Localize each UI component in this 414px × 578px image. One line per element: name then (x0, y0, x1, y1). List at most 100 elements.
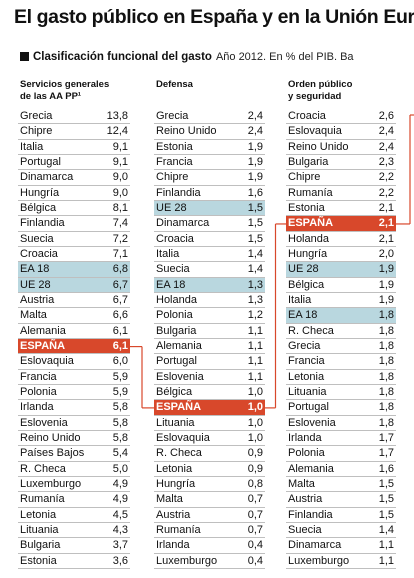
country-name: Croacia (156, 232, 194, 245)
table-row: Alemania 1,6 (286, 462, 396, 477)
country-name: Francia (20, 370, 57, 383)
country-name: ESPAÑA (288, 217, 334, 230)
table-row: Austria 0,7 (154, 508, 265, 523)
country-name: Lituania (288, 385, 327, 398)
table-row: Italia 1,9 (286, 293, 396, 309)
table-row: Bélgica 1,0 (154, 385, 265, 401)
country-name: Holanda (288, 232, 329, 245)
spending-value: 5,8 (112, 416, 128, 429)
table-row: Italia 1,4 (154, 247, 265, 263)
spending-value: 1,1 (247, 355, 263, 368)
spending-value: 2,3 (378, 155, 394, 168)
spending-value: 1,1 (247, 339, 263, 352)
spending-value: 0,8 (247, 477, 263, 490)
country-name: Alemania (20, 324, 66, 337)
table-row: Malta 6,6 (18, 308, 130, 324)
table-row: Holanda 2,1 (286, 232, 396, 247)
table-row: Austria 6,7 (18, 293, 130, 309)
table-row: Dinamarca 9,0 (18, 170, 130, 186)
spending-value: 5,4 (112, 447, 128, 460)
table-row: Malta 0,7 (154, 492, 265, 508)
spending-value: 2,6 (378, 110, 394, 122)
table-row: Malta 1,5 (286, 477, 396, 493)
spending-value: 2,4 (247, 110, 263, 122)
country-name: Grecia (288, 339, 321, 352)
spending-value: 13,8 (106, 110, 128, 122)
spending-value: 1,8 (378, 309, 394, 322)
spending-value: 4,9 (112, 493, 128, 506)
table-row: Grecia 1,8 (286, 339, 396, 355)
spending-value: 0,7 (247, 493, 263, 506)
ranking-list: Grecia 13,8 Chipre 12,4 Italia 9,1 Portugal 9,1… (18, 109, 130, 569)
country-name: Alemania (288, 462, 334, 475)
country-name: Polonia (156, 309, 193, 322)
country-name: Croacia (288, 110, 326, 122)
table-row: Letonia 0,9 (154, 462, 265, 477)
spending-value: 1,9 (378, 278, 394, 291)
spending-value: 1,5 (247, 217, 263, 230)
country-name: Italia (20, 140, 44, 153)
country-name: Polonia (288, 447, 325, 460)
table-row: R. Checa 0,9 (154, 446, 265, 462)
country-name: EA 18 (20, 263, 50, 276)
table-row: Bulgaria 3,7 (18, 538, 130, 554)
table-row: Lituania 4,3 (18, 523, 130, 539)
country-name: Estonia (156, 140, 193, 153)
table-row: Croacia 1,5 (154, 232, 265, 247)
spending-value: 2,4 (247, 125, 263, 138)
spain-row: ESPAÑA 2,1 (286, 216, 396, 232)
country-name: Dinamarca (288, 539, 342, 552)
spending-value: 1,3 (247, 278, 263, 291)
country-name: Chipre (288, 171, 321, 184)
spending-value: 1,1 (378, 539, 394, 552)
table-row: Portugal 9,1 (18, 155, 130, 171)
table-row: Hungría 2,0 (286, 247, 396, 263)
spending-value: 9,0 (112, 186, 128, 199)
table-row: Rumanía 2,2 (286, 186, 396, 201)
spending-value: 1,1 (247, 370, 263, 383)
spending-value: 0,7 (247, 523, 263, 536)
table-row: Francia 1,8 (286, 354, 396, 370)
spending-value: 2,2 (378, 186, 394, 199)
country-name: Italia (288, 293, 312, 306)
table-row: Croacia 7,1 (18, 247, 130, 263)
table-row: Suecia 1,4 (286, 523, 396, 539)
table-row: Finlandia 7,4 (18, 216, 130, 232)
country-name: Malta (20, 309, 47, 322)
table-row: R. Checa 1,8 (286, 324, 396, 339)
table-row: Bulgaria 1,1 (154, 324, 265, 339)
table-row: Alemania 6,1 (18, 324, 130, 339)
subtitle-heading: Clasificación funcional del gasto (33, 51, 212, 63)
table-row: Letonia 4,5 (18, 508, 130, 523)
spending-value: 1,0 (247, 401, 263, 414)
table-row: Francia 5,9 (18, 370, 130, 385)
subtitle-note: Año 2012. En % del PIB. Ba (215, 51, 354, 63)
table-row: Italia 9,1 (18, 140, 130, 155)
country-name: Irlanda (20, 401, 54, 414)
eu-average-row: UE 28 6,7 (18, 277, 130, 293)
subtitle: Clasificación funcional del gasto Año 201… (20, 51, 354, 63)
spending-value: 1,8 (378, 355, 394, 368)
table-row: Croacia 2,6 (286, 109, 396, 125)
eu-average-row: EA 18 1,3 (154, 277, 265, 293)
country-name: Eslovaquia (20, 355, 74, 368)
spending-value: 1,8 (378, 385, 394, 398)
spending-value: 1,0 (247, 431, 263, 444)
country-name: Eslovaquia (288, 125, 342, 138)
table-row: Lituania 1,0 (154, 416, 265, 431)
country-name: Finlandia (288, 508, 333, 521)
eu-average-row: EA 18 1,8 (286, 308, 396, 324)
eu-average-row: UE 28 1,9 (286, 262, 396, 278)
country-name: Hungría (20, 186, 60, 199)
spending-value: 0,4 (247, 554, 263, 567)
spending-value: 1,8 (378, 324, 394, 337)
table-row: Bélgica 1,9 (286, 278, 396, 293)
spain-row: ESPAÑA 1,0 (154, 400, 265, 416)
table-row: Hungría 9,0 (18, 186, 130, 201)
country-name: Portugal (20, 155, 61, 168)
table-row: Rumanía 4,9 (18, 492, 130, 508)
table-row: Reino Unido 2,4 (286, 140, 396, 155)
table-row: Austria 1,5 (286, 492, 396, 508)
country-name: Malta (288, 477, 315, 490)
table-row: Irlanda 1,7 (286, 431, 396, 447)
